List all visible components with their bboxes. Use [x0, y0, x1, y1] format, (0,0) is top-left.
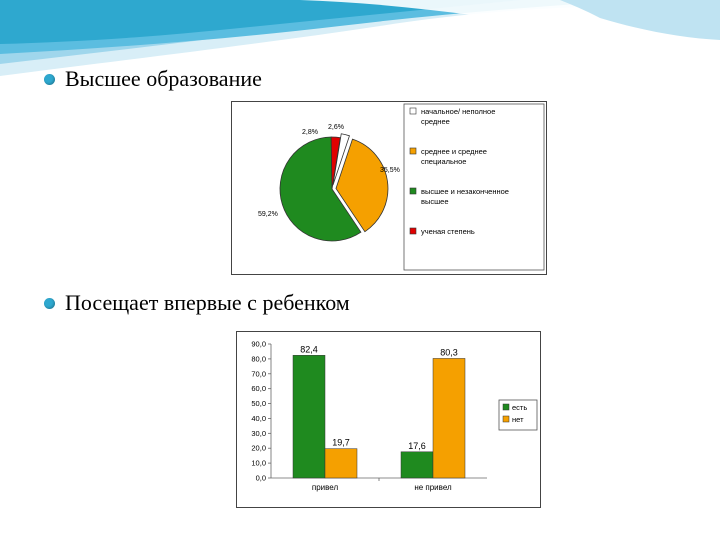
bar-legend-label: есть: [512, 403, 527, 412]
pie-slice: [335, 138, 389, 233]
bar-legend-frame: [498, 399, 538, 431]
pie-legend-label: среднее и среднее специальное: [421, 147, 487, 166]
bar-value-label: 19,7: [332, 438, 350, 448]
bullet-icon: [44, 73, 55, 85]
pie-slice: [330, 136, 341, 190]
y-tick-label: 0,0: [256, 474, 266, 483]
y-tick-label: 70,0: [251, 369, 266, 378]
y-tick-label: 80,0: [251, 354, 266, 363]
x-tick-label: привел: [312, 483, 339, 492]
bar-value-label: 17,6: [408, 441, 426, 451]
bullet-item-first-visit: Посещает впервые с ребенком: [44, 290, 350, 316]
y-tick-label: 50,0: [251, 399, 266, 408]
pie-legend-swatch: [409, 187, 417, 195]
pie-slice: [279, 136, 362, 242]
bar: [400, 451, 434, 479]
bar-value-label: 80,3: [440, 347, 458, 357]
pie-slice: [332, 133, 350, 186]
visit-bar-chart: 0,0 10,0 20,0 30,0 40,0 50,0 60,0 70,0 80,0 90,0 8…: [236, 331, 541, 508]
bar-legend-label: нет: [512, 415, 524, 424]
bar-legend-swatch: [502, 415, 510, 423]
pie-slice-label: 59,2%: [258, 211, 278, 218]
pie-legend-swatch: [409, 227, 417, 235]
bullet-text: Высшее образование: [65, 66, 262, 91]
pie-chart-svg: 2,6% 35,5% 59,2% 2,8% начальное/ неполное сре…: [258, 103, 545, 271]
pie-slice-label: 2,6%: [328, 124, 344, 131]
bullet-item-education: Высшее образование: [44, 66, 262, 92]
pie-slice-label: 35,5%: [380, 167, 400, 174]
pie-slice-label: 2,8%: [302, 129, 318, 136]
bullet-icon: [44, 297, 55, 309]
y-tick-label: 60,0: [251, 384, 266, 393]
bar: [432, 358, 466, 479]
education-pie-chart: 2,6% 35,5% 59,2% 2,8% начальное/ неполное сре…: [231, 101, 547, 275]
pie-legend-label: высшее и незаконченное высшее: [421, 187, 509, 206]
pie-legend-label: начальное/ неполное среднее: [421, 107, 495, 126]
bar-chart-svg: 0,0 10,0 20,0 30,0 40,0 50,0 60,0 70,0 80,0 90,0 8…: [251, 340, 538, 492]
y-tick-label: 90,0: [251, 340, 266, 349]
pie-legend-label: ученая степень: [421, 227, 475, 236]
y-tick-label: 40,0: [251, 414, 266, 423]
pie-legend-swatch: [409, 147, 417, 155]
bar: [292, 355, 326, 479]
pie-legend-swatch: [409, 107, 417, 115]
header-wave-decoration: [0, 0, 720, 76]
pie-legend-frame: [403, 103, 545, 271]
bar: [324, 448, 358, 479]
y-tick-label: 20,0: [251, 444, 266, 453]
bar-value-label: 82,4: [300, 344, 318, 354]
x-tick-label: не привел: [414, 483, 452, 492]
bullet-text: Посещает впервые с ребенком: [65, 290, 350, 315]
bar-legend-swatch: [502, 403, 510, 411]
y-tick-label: 10,0: [251, 459, 266, 468]
y-tick-label: 30,0: [251, 429, 266, 438]
